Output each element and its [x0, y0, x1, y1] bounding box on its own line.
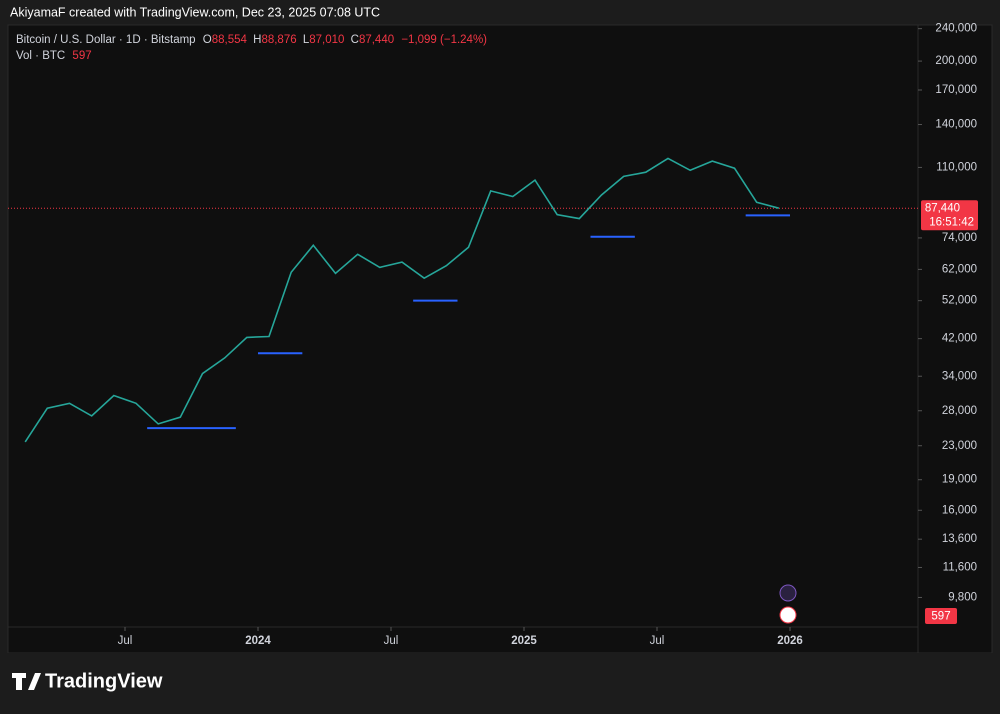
x-tick-label: Jul: [118, 635, 133, 647]
ohlc-value: 88,876: [261, 34, 296, 46]
ohlc-value: 88,554: [212, 34, 248, 46]
countdown: 16:51:42: [929, 216, 974, 228]
y-tick-label: 9,800: [948, 591, 977, 603]
icon-lightning[interactable]: [779, 584, 797, 602]
y-tick-label: 28,000: [942, 405, 977, 417]
y-tick-label: 34,000: [942, 370, 977, 382]
icon-flag[interactable]: [779, 606, 797, 624]
ohlc-change: −1,099 (−1.24%): [401, 34, 487, 46]
brand-logo: [12, 673, 41, 690]
ohlc-tag: C: [351, 34, 359, 46]
y-tick-label: 52,000: [942, 295, 977, 307]
x-tick-label: Jul: [384, 635, 399, 647]
brand-name: TradingView: [45, 670, 163, 692]
y-tick-label: 200,000: [935, 55, 977, 67]
y-tick-label: 74,000: [942, 232, 977, 244]
chart-panel: [7, 24, 993, 654]
last-price-box: [921, 200, 978, 231]
y-tick-label: 23,000: [942, 440, 977, 452]
ohlc-value: 87,010: [309, 34, 344, 46]
volume-legend: Vol · BTC 597: [16, 50, 92, 62]
x-tick-label: Jul: [650, 635, 665, 647]
y-tick-label: 13,600: [942, 533, 977, 545]
y-tick-label: 42,000: [942, 333, 977, 345]
volume-tag: 597: [931, 611, 950, 623]
volume-tag-box: [925, 608, 957, 624]
y-tick-label: 62,000: [942, 263, 977, 275]
ohlc-tag: O: [203, 34, 212, 46]
volume-value: 597: [72, 50, 91, 62]
y-tick-label: 240,000: [935, 23, 977, 35]
y-tick-label: 16,000: [942, 504, 977, 516]
chart-title: AkiyamaF created with TradingView.com, D…: [10, 5, 380, 19]
y-tick-label: 110,000: [936, 161, 977, 173]
y-tick-label: 170,000: [935, 84, 977, 96]
y-tick-label: 19,000: [942, 474, 977, 486]
ohlc-tag: L: [303, 34, 310, 46]
x-tick-label: 2024: [245, 635, 271, 647]
footer: [0, 653, 1000, 709]
x-tick-label: 2026: [777, 635, 803, 647]
y-tick-label: 11,600: [943, 561, 977, 573]
last-price-label: 87,440: [925, 202, 960, 214]
x-tick-label: 2025: [511, 635, 537, 647]
price-line: [24, 157, 780, 443]
ohlc-tag: H: [253, 34, 261, 46]
ohlc-value: 87,440: [359, 34, 394, 46]
volume-label: Vol · BTC: [16, 50, 65, 62]
symbol: Bitcoin / U.S. Dollar · 1D · Bitstamp: [16, 34, 196, 46]
legend-line: Bitcoin / U.S. Dollar · 1D · Bitstamp O8…: [16, 34, 487, 46]
y-tick-label: 140,000: [935, 119, 977, 131]
